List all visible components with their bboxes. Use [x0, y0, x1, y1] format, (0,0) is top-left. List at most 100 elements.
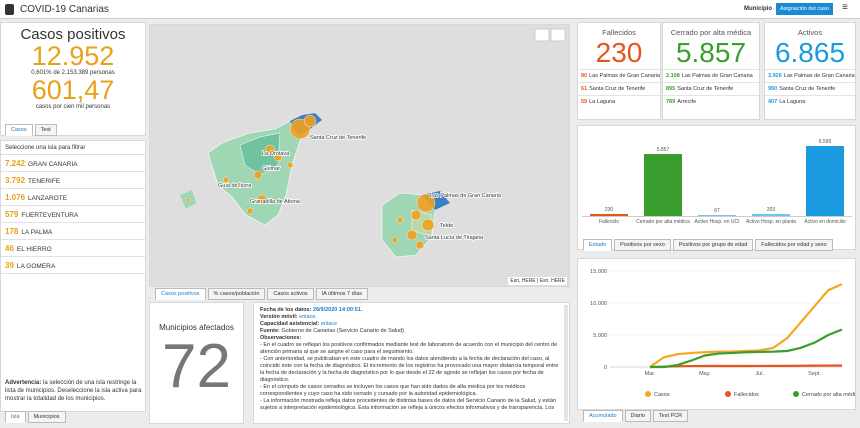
map-label: Las Palmas de Gran Canaria: [430, 193, 502, 199]
line-series: [650, 328, 843, 369]
header: COVID-19 Canarias Municipio Asignación d…: [0, 0, 860, 19]
tab[interactable]: Casos: [5, 124, 33, 136]
summary-tabs: Casos Test: [5, 124, 57, 136]
island-row[interactable]: 39 LA GOMERA: [1, 257, 145, 274]
y-tick-label: 0: [604, 365, 607, 371]
bar-value-label: 5.857: [656, 146, 670, 153]
island-name: GRAN CANARIA: [28, 161, 78, 168]
card-value: 5.857: [675, 37, 747, 68]
filter-label: Municipio: [744, 6, 772, 12]
tab[interactable]: Municipios: [27, 411, 66, 423]
tab[interactable]: Casos activos: [267, 288, 314, 300]
island-name: LANZAROTE: [28, 195, 68, 202]
stat-card: Activos 6.865 3.926 Las Palmas de Gran Cana…: [764, 22, 856, 120]
note-line: Fuente: Gobierno de Canarias (Servicio C…: [260, 328, 561, 335]
case-bubbles: [185, 114, 436, 250]
bar-tabs: Estado Positivos por sexo Positivos por gr…: [583, 239, 833, 251]
island-row[interactable]: 579 FUERTEVENTURA: [1, 206, 145, 223]
card-row: 895 Santa Cruz de Tenerife: [663, 82, 759, 95]
bar: [806, 146, 844, 216]
card-row: 59 La Laguna: [578, 95, 660, 108]
menu-icon[interactable]: ≡: [842, 2, 848, 13]
summary-panel: Casos positivos 12.952 0,601% de 2.153.3…: [0, 22, 146, 136]
card-row-name: Santa Cruz de Tenerife: [589, 86, 646, 92]
map-label: La Orotava: [262, 151, 290, 157]
island-row[interactable]: 3.792 TENERIFE: [1, 172, 145, 189]
note-label: Observaciones:: [260, 335, 302, 341]
tab[interactable]: Estado: [583, 239, 613, 251]
island-name: EL HIERRO: [16, 246, 52, 253]
y-tick-label: 5.000: [593, 333, 607, 339]
axis-line: [582, 216, 852, 217]
tab[interactable]: Diario: [624, 410, 651, 422]
bar-value-label: 6.595: [818, 139, 832, 145]
app-title: COVID-19 Canarias: [20, 4, 109, 15]
tab[interactable]: Fallecidos por edad y sexo: [755, 239, 833, 251]
tab[interactable]: % casos/población: [207, 288, 266, 300]
note-label: Versión móvil:: [260, 314, 298, 320]
card-row-value: 2.108: [666, 73, 680, 79]
y-tick-label: 10.000: [590, 301, 607, 307]
island-row[interactable]: 7.242 GRAN CANARIA: [1, 155, 145, 172]
note-value[interactable]: enlace.: [299, 314, 317, 320]
note-value: Gobierno de Canarias (Servicio Canario d…: [281, 328, 404, 334]
tab[interactable]: Test: [34, 124, 57, 136]
island-warning: Advertencia: la selección de una isla re…: [5, 379, 145, 403]
summary-total-note: 0,601% de 2.153.389 personas: [31, 70, 115, 76]
island-title: Seleccione una isla para filtrar: [1, 141, 145, 155]
card-title: Cerrado por alta médica: [670, 28, 752, 37]
note-value[interactable]: enlace: [320, 321, 338, 327]
card-row-name: Las Palmas de Gran Canaria: [783, 73, 855, 79]
map: Santa Cruz de Tenerife La Orotava Güimar Gu…: [180, 28, 566, 258]
tab[interactable]: Positivos por grupo de edad: [672, 239, 754, 251]
card-row-value: 789: [666, 99, 676, 105]
island-count: 1.076: [5, 193, 26, 202]
filter-button[interactable]: Asignación del caso: [776, 3, 833, 15]
tab[interactable]: Positivos por sexo: [614, 239, 671, 251]
card-value: 6.865: [774, 37, 846, 68]
note-line: Versión móvil: enlace.: [260, 314, 561, 321]
bar-category-label: Activo Hosp. en planta: [745, 219, 797, 225]
card-row-value: 61: [581, 86, 588, 92]
scrollbar: [564, 305, 568, 421]
note-label: Fecha de los datos:: [260, 307, 312, 313]
card-row-name: Santa Cruz de Tenerife: [677, 86, 734, 92]
bar-value-label: 203: [766, 206, 776, 213]
island-row[interactable]: 1.076 LANZAROTE: [1, 189, 145, 206]
legend-label: Cerrado por alta médica: [802, 392, 856, 398]
bar-category-label: Activo en domicilio: [804, 219, 846, 225]
island-row[interactable]: 178 LA PALMA: [1, 223, 145, 240]
logo: [5, 4, 14, 15]
bar: [644, 153, 682, 216]
card-row-name: Santa Cruz de Tenerife: [779, 86, 836, 92]
tab[interactable]: Acumulado: [583, 410, 623, 422]
legend-swatch: [645, 391, 651, 397]
summary-total: 12.952: [31, 41, 115, 71]
card-row-value: 80: [581, 73, 588, 79]
island-count: 3.792: [5, 176, 26, 185]
legend-label: Casos: [654, 392, 670, 398]
island-count: 178: [5, 227, 19, 236]
island-name: LA GOMERA: [16, 263, 56, 270]
tab[interactable]: IA últimos 7 días: [315, 288, 369, 300]
bar-value-label: 67: [714, 208, 720, 215]
tab[interactable]: Isla: [5, 411, 26, 423]
island-tabs: Isla Municipios: [5, 411, 66, 423]
note-label: Capacidad asistencial:: [260, 321, 320, 327]
note-bullet: - La información mostrada refleja datos …: [260, 398, 556, 411]
municipalities-title: Municipios afectados: [159, 323, 234, 332]
tab[interactable]: Test PCR: [652, 410, 689, 422]
island-row[interactable]: 46 EL HIERRO: [1, 240, 145, 257]
tab[interactable]: Casos positivos: [155, 288, 206, 300]
island-count: 579: [5, 210, 19, 219]
map-panel: Santa Cruz de Tenerife La Orotava Güimar Gu…: [149, 24, 570, 287]
map-list-button[interactable]: [534, 28, 550, 42]
legend-swatch: [725, 391, 731, 397]
note-bullet: - En el cuadro se reflejan los positivos…: [260, 342, 558, 355]
card-row: 789 Arrecife: [663, 95, 759, 108]
map-label: Telde: [440, 223, 453, 229]
municipalities-panel: Municipios afectados 72: [149, 302, 244, 424]
map-layers-button[interactable]: [550, 28, 566, 42]
map-label: Santa Cruz de Tenerife: [310, 135, 366, 141]
